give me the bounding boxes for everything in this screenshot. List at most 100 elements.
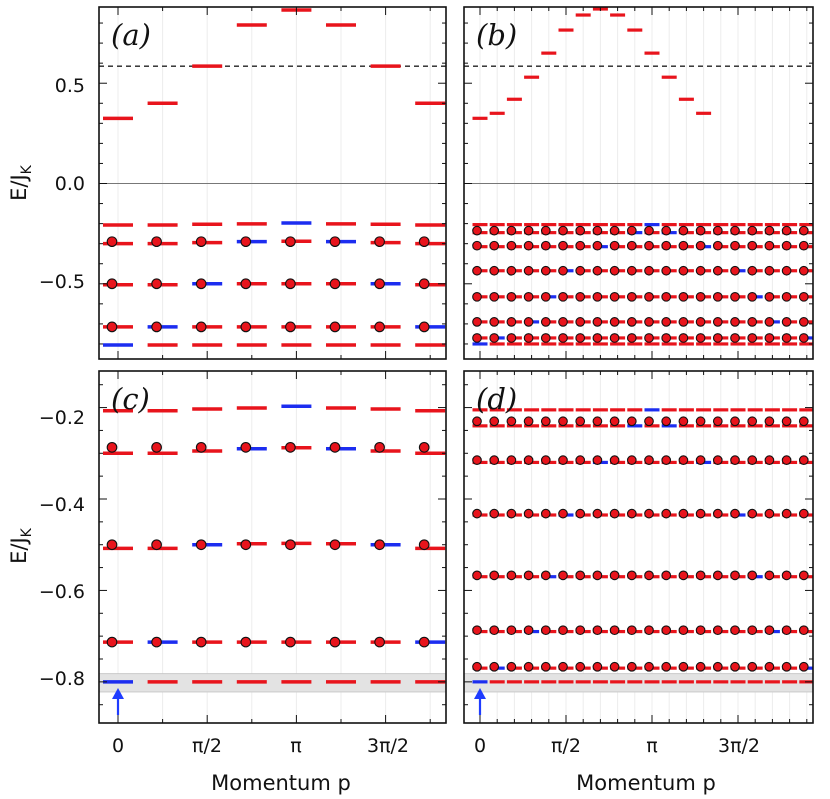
- data-dot: [609, 333, 620, 343]
- data-dot: [695, 265, 706, 276]
- data-dot: [609, 291, 620, 302]
- data-dot: [609, 455, 620, 465]
- data-dot: [285, 441, 296, 453]
- ytick--0.2: −0.2: [39, 407, 85, 429]
- data-dot: [506, 225, 517, 236]
- y-axis-label-top: E/JK: [7, 164, 35, 201]
- data-dot: [644, 455, 654, 465]
- data-dot: [747, 240, 758, 251]
- data-dot: [506, 265, 517, 276]
- data-dot: [472, 291, 482, 302]
- data-dot: [609, 265, 620, 276]
- data-dot: [712, 333, 723, 343]
- data-dot: [626, 240, 637, 251]
- data-dot: [781, 661, 792, 672]
- data-dot: [558, 333, 568, 343]
- data-dot: [695, 455, 706, 465]
- data-dot: [781, 265, 792, 276]
- data-dot: [523, 570, 534, 581]
- data-dot: [374, 278, 385, 290]
- data-dot: [678, 225, 689, 236]
- data-dot: [558, 416, 568, 427]
- data-dot: [418, 636, 430, 648]
- data-dot: [781, 317, 792, 327]
- arrow-head: [112, 688, 124, 699]
- data-dot: [747, 265, 758, 276]
- ytick--0.4: −0.4: [39, 494, 85, 516]
- data-dot: [661, 625, 672, 636]
- data-dot: [285, 539, 296, 551]
- svg-text:E/JK: E/JK: [7, 164, 35, 201]
- data-dot: [712, 661, 723, 672]
- data-dot: [540, 225, 551, 236]
- panel-frame: [98, 370, 447, 724]
- data-dot: [575, 225, 586, 236]
- data-dot: [472, 225, 482, 236]
- data-dot: [506, 317, 517, 327]
- data-dot: [329, 539, 341, 551]
- data-dot: [540, 240, 551, 251]
- data-dot: [472, 265, 482, 276]
- data-dot: [506, 333, 517, 343]
- data-dot: [418, 278, 430, 290]
- panel-plot-area: [464, 371, 813, 723]
- xtick-left-3pi2: 3π/2: [367, 735, 409, 757]
- data-dot: [695, 240, 706, 251]
- data-dot: [240, 441, 252, 453]
- data-dot: [798, 455, 809, 465]
- data-dot: [747, 291, 758, 302]
- data-dot: [523, 317, 534, 327]
- data-dot: [240, 236, 252, 248]
- data-dot: [374, 321, 385, 333]
- data-dot: [764, 661, 775, 672]
- data-dot: [523, 416, 534, 427]
- panel-plot-area: [99, 7, 446, 359]
- data-dot: [489, 291, 500, 302]
- data-dot: [678, 291, 689, 302]
- data-dot: [489, 317, 500, 327]
- y-axis-label-bottom: E/JK: [7, 527, 35, 564]
- data-dot: [712, 416, 723, 427]
- data-dot: [506, 508, 517, 519]
- data-dot: [644, 225, 654, 236]
- ytick--0.8: −0.8: [39, 668, 85, 690]
- panel-label: (b): [476, 18, 517, 52]
- data-dot: [285, 321, 296, 333]
- data-dot: [540, 291, 551, 302]
- data-dot: [151, 236, 162, 248]
- data-dot: [798, 317, 809, 327]
- data-dot: [106, 441, 118, 453]
- data-dot: [151, 539, 162, 551]
- data-dot: [285, 636, 296, 648]
- data-dot: [472, 625, 482, 636]
- data-dot: [712, 570, 723, 581]
- data-dot: [472, 416, 482, 427]
- data-dot: [678, 570, 689, 581]
- data-dot: [523, 661, 534, 672]
- data-dot: [712, 455, 723, 465]
- data-dot: [558, 265, 568, 276]
- data-dot: [592, 570, 603, 581]
- data-dot: [558, 570, 568, 581]
- data-dot: [678, 416, 689, 427]
- data-dot: [540, 265, 551, 276]
- data-dot: [747, 625, 758, 636]
- data-dot: [151, 441, 162, 453]
- data-dot: [781, 291, 792, 302]
- data-dot: [798, 265, 809, 276]
- ytick--0.5: −0.5: [39, 271, 85, 293]
- data-dot: [472, 508, 482, 519]
- data-dot: [764, 625, 775, 636]
- data-dot: [489, 416, 500, 427]
- data-dot: [489, 240, 500, 251]
- data-dot: [106, 236, 118, 248]
- data-dot: [558, 661, 568, 672]
- data-dot: [418, 321, 430, 333]
- data-dot: [472, 661, 482, 672]
- data-dot: [489, 661, 500, 672]
- data-dot: [730, 625, 740, 636]
- data-dot: [609, 240, 620, 251]
- data-dot: [747, 508, 758, 519]
- data-dot: [764, 455, 775, 465]
- data-dot: [764, 225, 775, 236]
